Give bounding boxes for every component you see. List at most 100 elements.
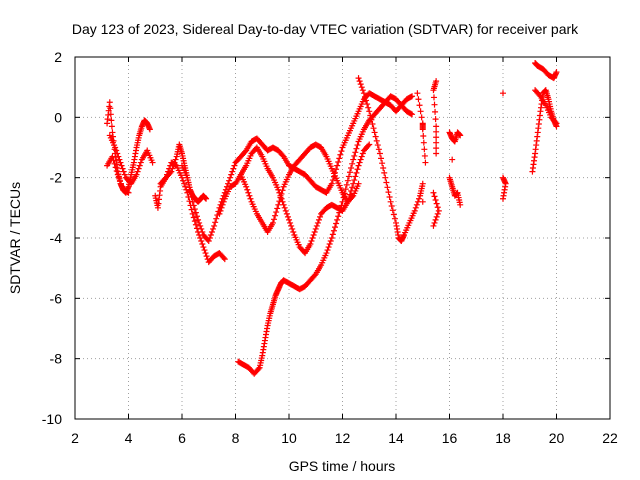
data-point-plus: [179, 174, 185, 181]
y-tick-label: -2: [50, 170, 63, 186]
data-point-plus: [245, 189, 252, 196]
data-point-plus: [358, 84, 365, 91]
data-point-plus: [385, 189, 392, 196]
data-point-plus: [116, 177, 123, 184]
data-point-plus: [325, 244, 332, 251]
data-point-plus: [191, 206, 198, 213]
data-point-plus: [206, 235, 213, 241]
data-point-plus: [166, 165, 173, 172]
data-point-plus: [279, 187, 286, 194]
data-point-plus: [185, 179, 192, 186]
data-point-plus: [182, 183, 189, 190]
data-point-plus: [350, 156, 357, 163]
data-point-plus: [414, 90, 421, 97]
data-point-plus: [114, 150, 121, 157]
data-point-plus: [335, 158, 342, 165]
data-point-plus: [449, 156, 456, 163]
data-point-plus: [162, 174, 169, 181]
data-point-plus: [133, 171, 140, 178]
data-point-plus: [201, 247, 208, 254]
data-point-plus: [217, 207, 224, 214]
data-point-plus: [110, 157, 117, 164]
x-tick-label: 18: [495, 430, 511, 446]
data-point-plus: [279, 198, 286, 205]
data-point-plus: [193, 213, 200, 220]
data-point-plus: [381, 169, 388, 176]
y-tick-label: 0: [54, 109, 62, 125]
data-point-plus: [218, 204, 225, 211]
data-point-plus: [287, 219, 294, 226]
data-point-plus: [283, 210, 290, 217]
data-point-plus: [313, 222, 320, 229]
data-point-plus: [349, 193, 356, 200]
data-point-plus: [216, 210, 223, 217]
data-point-plus: [433, 139, 440, 146]
data-point-plus: [309, 235, 316, 241]
data-point-plus: [344, 177, 351, 184]
data-point-plus: [365, 104, 372, 111]
x-tick-labels: 2 4 6 8 10 12 14 16 18 20 22: [71, 430, 618, 446]
data-point-plus: [243, 183, 250, 190]
data-point-plus: [189, 210, 196, 217]
data-point-plus: [357, 81, 364, 88]
data-point-plus: [349, 160, 356, 167]
data-point-plus: [118, 180, 125, 187]
data-point-plus: [114, 171, 121, 178]
data-point-plus: [434, 210, 441, 217]
x-tick-label: 22: [602, 430, 618, 446]
data-point-plus: [348, 165, 355, 172]
data-point-plus: [186, 198, 193, 205]
data-point-plus: [191, 218, 198, 225]
data-point-plus: [324, 247, 331, 254]
data-point-plus: [207, 231, 214, 238]
data-point-plus: [330, 227, 337, 234]
data-point-plus: [314, 219, 321, 226]
data-point-plus: [416, 195, 423, 202]
chart-title: Day 123 of 2023, Sidereal Day-to-day VTE…: [72, 21, 579, 37]
data-point-plus: [213, 215, 220, 222]
y-tick-label: -10: [42, 411, 62, 427]
data-point-plus: [432, 196, 439, 203]
data-point-plus: [332, 224, 339, 231]
x-axis-label: GPS time / hours: [289, 458, 396, 474]
data-point-plus: [356, 159, 363, 166]
data-point-plus: [190, 214, 197, 221]
data-point-plus: [433, 145, 440, 152]
data-point-plus: [350, 180, 357, 187]
data-point-plus: [189, 198, 196, 205]
data-point-plus: [205, 238, 212, 245]
data-point-plus: [353, 169, 360, 176]
data-point-plus: [278, 190, 285, 197]
data-point-plus: [359, 87, 366, 94]
data-point-plus: [433, 123, 440, 130]
data-point-plus: [161, 175, 168, 182]
data-point-plus: [553, 69, 560, 76]
data-point-plus: [355, 75, 362, 82]
data-point-plus: [368, 116, 375, 123]
data-point-plus: [339, 198, 346, 205]
data-point-plus: [391, 215, 398, 222]
x-tick-label: 2: [71, 430, 79, 446]
data-point-plus: [457, 201, 464, 208]
data-point-plus: [119, 165, 126, 172]
data-point-plus: [352, 173, 359, 180]
data-point-plus: [407, 110, 414, 117]
data-point-plus: [164, 171, 171, 178]
data-point-plus: [327, 238, 334, 245]
data-point-plus: [326, 241, 333, 248]
data-point-plus: [255, 365, 262, 372]
data-point-plus: [371, 129, 378, 136]
data-point-plus: [307, 241, 314, 248]
data-point-plus: [311, 272, 318, 279]
y-tick-label: -4: [50, 230, 63, 246]
data-point-plus: [108, 123, 115, 130]
data-point-plus: [112, 144, 119, 151]
data-point-plus: [247, 195, 254, 202]
data-point-plus: [432, 116, 439, 123]
data-point-plus: [136, 162, 143, 169]
data-point-plus: [536, 92, 543, 99]
data-point-plus: [421, 152, 428, 159]
data-point-plus: [353, 145, 360, 152]
data-point-plus: [346, 169, 353, 176]
